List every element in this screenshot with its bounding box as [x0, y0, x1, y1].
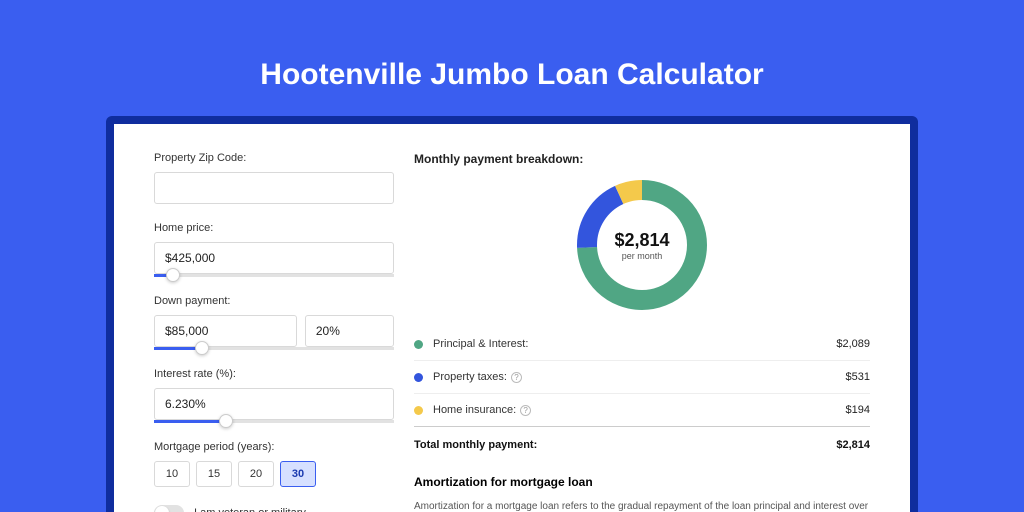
- veteran-label: I am veteran or military: [194, 507, 306, 512]
- interest-slider-thumb[interactable]: [219, 414, 233, 428]
- donut-chart: $2,814 per month: [577, 180, 707, 310]
- down-payment-label: Down payment:: [154, 295, 394, 307]
- breakdown-value: $194: [846, 404, 870, 416]
- donut-amount: $2,814: [614, 230, 669, 251]
- page-title: Hootenville Jumbo Loan Calculator: [0, 0, 1024, 116]
- down-payment-slider-thumb[interactable]: [195, 341, 209, 355]
- veteran-toggle[interactable]: [154, 505, 184, 512]
- interest-label: Interest rate (%):: [154, 368, 394, 380]
- total-value: $2,814: [836, 439, 870, 451]
- home-price-input[interactable]: [154, 242, 394, 274]
- breakdown-label: Property taxes:: [433, 371, 507, 383]
- down-payment-slider[interactable]: [154, 347, 394, 350]
- breakdown-row: Principal & Interest: $2,089: [414, 328, 870, 361]
- amortization-text: Amortization for a mortgage loan refers …: [414, 499, 870, 512]
- breakdown-label: Principal & Interest:: [433, 338, 528, 350]
- interest-input[interactable]: [154, 388, 394, 420]
- breakdown-column: Monthly payment breakdown: $2,814 per mo…: [414, 152, 870, 512]
- down-payment-percent-input[interactable]: [305, 315, 394, 347]
- donut-chart-wrap: $2,814 per month: [414, 180, 870, 310]
- card-frame: Property Zip Code: Home price: Down paym…: [106, 116, 918, 512]
- interest-slider[interactable]: [154, 420, 394, 423]
- period-field: Mortgage period (years): 10152030: [154, 441, 394, 487]
- period-label: Mortgage period (years):: [154, 441, 394, 453]
- donut-sub: per month: [622, 251, 663, 261]
- breakdown-list: Principal & Interest: $2,089 Property taxe…: [414, 328, 870, 427]
- down-payment-amount-input[interactable]: [154, 315, 297, 347]
- zip-label: Property Zip Code:: [154, 152, 394, 164]
- legend-dot: [414, 406, 423, 415]
- calculator-card: Property Zip Code: Home price: Down paym…: [114, 124, 910, 512]
- donut-center: $2,814 per month: [577, 180, 707, 310]
- home-price-label: Home price:: [154, 222, 394, 234]
- breakdown-row: Home insurance:? $194: [414, 394, 870, 427]
- total-label: Total monthly payment:: [414, 439, 537, 451]
- home-price-slider-thumb[interactable]: [166, 268, 180, 282]
- home-price-slider[interactable]: [154, 274, 394, 277]
- interest-field: Interest rate (%):: [154, 368, 394, 423]
- legend-dot: [414, 373, 423, 382]
- zip-input[interactable]: [154, 172, 394, 204]
- period-option-30[interactable]: 30: [280, 461, 316, 487]
- info-icon[interactable]: ?: [511, 372, 522, 383]
- breakdown-title: Monthly payment breakdown:: [414, 152, 870, 166]
- zip-field: Property Zip Code:: [154, 152, 394, 204]
- period-option-10[interactable]: 10: [154, 461, 190, 487]
- breakdown-label: Home insurance:: [433, 404, 516, 416]
- amortization-title: Amortization for mortgage loan: [414, 475, 870, 489]
- total-row: Total monthly payment: $2,814: [414, 427, 870, 469]
- inputs-column: Property Zip Code: Home price: Down paym…: [154, 152, 394, 512]
- period-option-20[interactable]: 20: [238, 461, 274, 487]
- home-price-field: Home price:: [154, 222, 394, 277]
- breakdown-value: $2,089: [836, 338, 870, 350]
- period-options: 10152030: [154, 461, 394, 487]
- breakdown-value: $531: [846, 371, 870, 383]
- veteran-toggle-knob: [155, 506, 169, 512]
- down-payment-field: Down payment:: [154, 295, 394, 350]
- breakdown-row: Property taxes:? $531: [414, 361, 870, 394]
- veteran-row: I am veteran or military: [154, 505, 394, 512]
- period-option-15[interactable]: 15: [196, 461, 232, 487]
- legend-dot: [414, 340, 423, 349]
- info-icon[interactable]: ?: [520, 405, 531, 416]
